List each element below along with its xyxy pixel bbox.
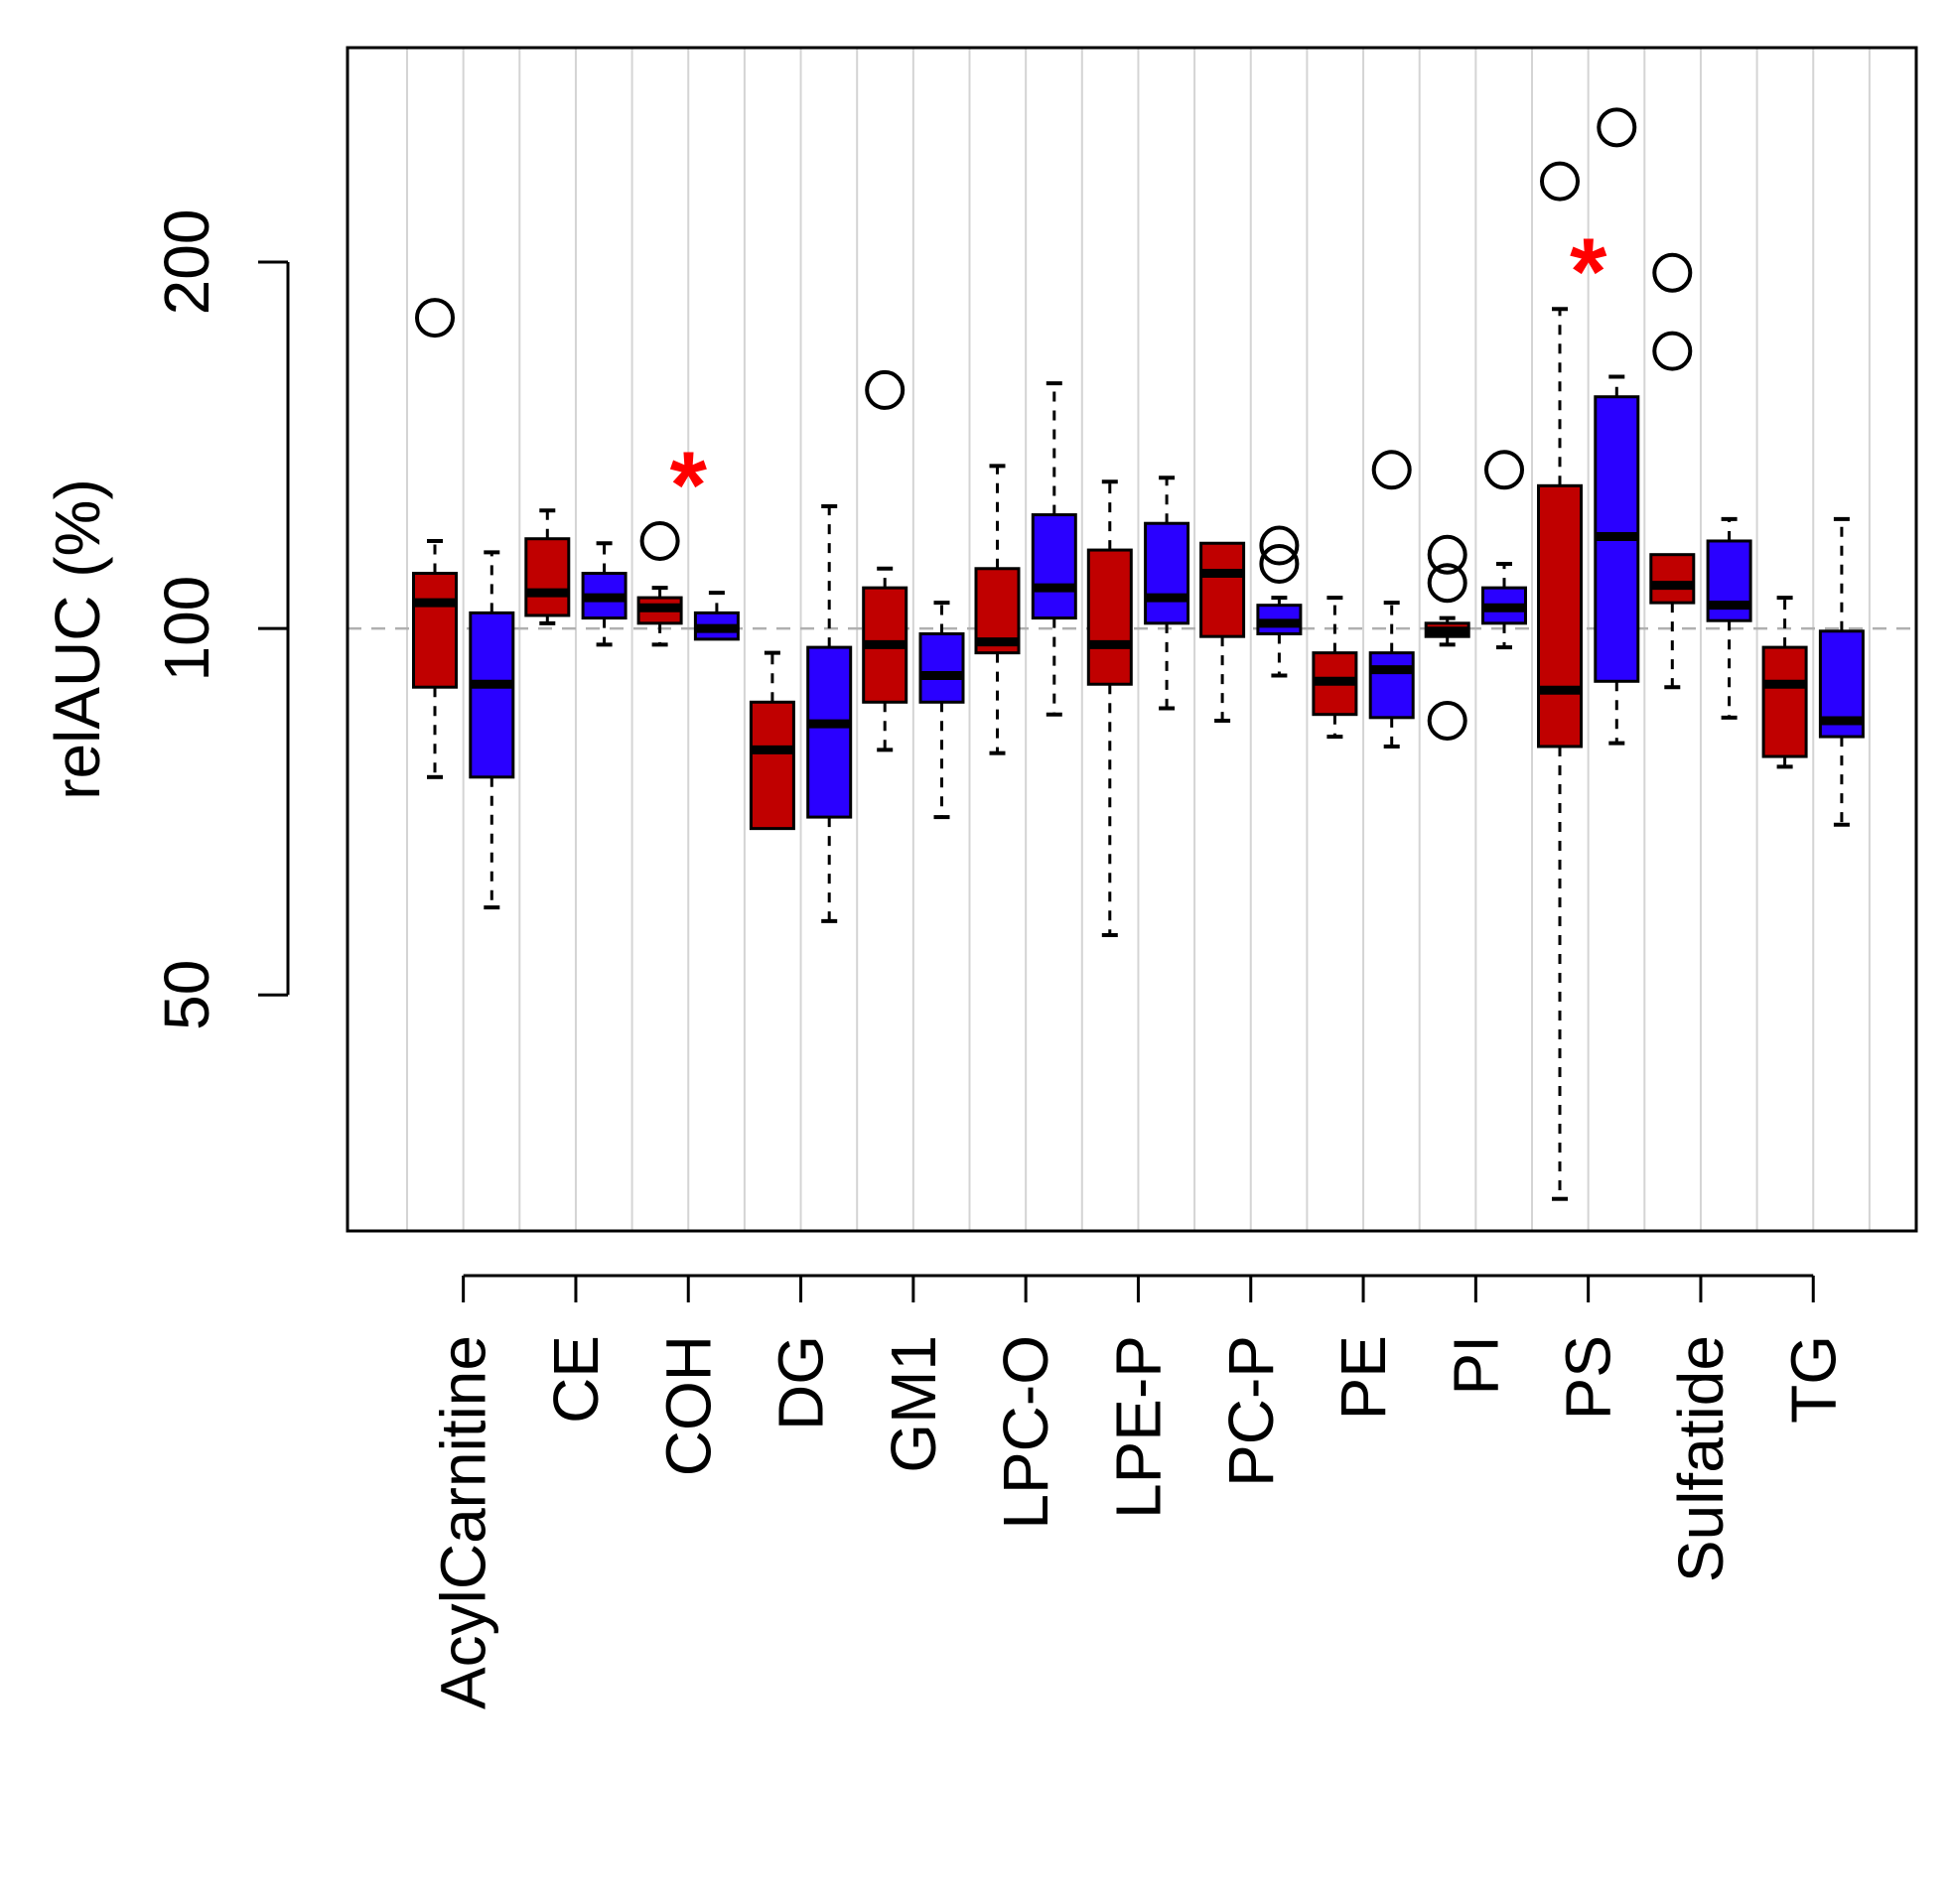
box-body xyxy=(1144,521,1190,625)
box-DG-group-2 xyxy=(806,504,853,923)
box-body xyxy=(1368,651,1415,720)
box-CE-group-2 xyxy=(581,541,627,647)
x-tick-label: PI xyxy=(1440,1335,1511,1395)
outlier-point xyxy=(1597,107,1637,148)
x-tick-label: PE xyxy=(1327,1335,1399,1420)
box-body xyxy=(1537,483,1583,748)
box-body xyxy=(806,645,853,819)
box-LPC-O-group-1 xyxy=(974,464,1021,755)
box-body xyxy=(1761,645,1808,758)
significance-marker-PS: * xyxy=(1570,219,1607,326)
x-tick-label: Sulfatide xyxy=(1665,1335,1737,1582)
box-Sulfatide-group-2 xyxy=(1706,516,1752,720)
box-AcylCarnitine-group-1 xyxy=(412,298,458,779)
box-PE-group-2 xyxy=(1368,450,1415,748)
box-LPE-P-group-2 xyxy=(1144,476,1190,711)
x-tick-label: TG xyxy=(1777,1335,1849,1424)
outlier-point xyxy=(1652,252,1693,293)
annotations-layer: ** xyxy=(670,219,1607,539)
box-PC-P-group-1 xyxy=(1199,541,1246,723)
outlier-point xyxy=(415,298,455,339)
x-tick-label: CE xyxy=(540,1335,612,1424)
box-DG-group-1 xyxy=(749,650,795,831)
x-tick-label: DG xyxy=(766,1335,837,1430)
gridlines xyxy=(406,48,1871,1231)
box-COH-group-2 xyxy=(693,591,740,641)
outlier-point xyxy=(1259,525,1300,566)
box-PI-group-1 xyxy=(1424,534,1470,741)
box-LPC-O-group-2 xyxy=(1031,381,1077,717)
x-tick-label: LPE-P xyxy=(1102,1335,1174,1519)
outlier-point xyxy=(1540,161,1580,202)
box-COH-group-1 xyxy=(636,520,683,647)
box-body xyxy=(1199,541,1246,638)
box-body xyxy=(1649,553,1696,605)
box-body xyxy=(1031,513,1077,620)
box-LPE-P-group-1 xyxy=(1086,479,1133,937)
outlier-point xyxy=(865,369,906,410)
box-TG-group-2 xyxy=(1818,516,1865,827)
outlier-point xyxy=(1371,450,1412,490)
box-body xyxy=(524,537,571,617)
x-axis: AcylCarnitine CE COH DG GM1 LPC-O LPE-P PC-P PE P… xyxy=(428,1274,1849,1709)
y-axis: 50 100 200 xyxy=(151,209,290,1030)
x-tick-label: AcylCarnitine xyxy=(428,1335,499,1709)
box-body xyxy=(749,700,795,831)
box-TG-group-1 xyxy=(1761,596,1808,769)
box-PS-group-2 xyxy=(1594,107,1640,746)
x-tick-label: PC-P xyxy=(1215,1335,1287,1487)
box-GM1-group-1 xyxy=(862,369,908,752)
box-body xyxy=(918,631,965,704)
outlier-point xyxy=(1427,563,1467,604)
box-Sulfatide-group-1 xyxy=(1649,252,1696,690)
x-tick-label: GM1 xyxy=(878,1335,949,1473)
box-body xyxy=(412,572,458,689)
x-tick-label: PS xyxy=(1553,1335,1624,1420)
outlier-point xyxy=(1427,534,1467,575)
y-tick-label: 200 xyxy=(151,209,222,316)
box-body xyxy=(469,611,515,779)
y-tick-label: 50 xyxy=(151,960,222,1030)
plot-frame xyxy=(346,46,1918,1233)
outlier-point xyxy=(1259,544,1300,585)
outlier-point xyxy=(1427,700,1467,741)
box-PS-group-1 xyxy=(1537,161,1583,1201)
box-AcylCarnitine-group-2 xyxy=(469,550,515,910)
box-PC-P-group-2 xyxy=(1256,525,1303,678)
x-tick-label: LPC-O xyxy=(990,1335,1061,1530)
box-body xyxy=(1086,548,1133,686)
outlier-point xyxy=(639,520,680,561)
box-PI-group-2 xyxy=(1481,450,1527,650)
outlier-point xyxy=(1484,450,1524,490)
y-axis-label: relAUC (%) xyxy=(42,478,113,800)
box-GM1-group-2 xyxy=(918,601,965,820)
y-tick-label: 100 xyxy=(151,576,222,682)
significance-marker-COH: * xyxy=(670,432,708,538)
box-CE-group-1 xyxy=(524,508,571,625)
outlier-point xyxy=(1652,331,1693,371)
boxes-layer xyxy=(412,107,1865,1201)
box-PE-group-1 xyxy=(1312,596,1358,740)
x-tick-label: COH xyxy=(652,1335,724,1476)
